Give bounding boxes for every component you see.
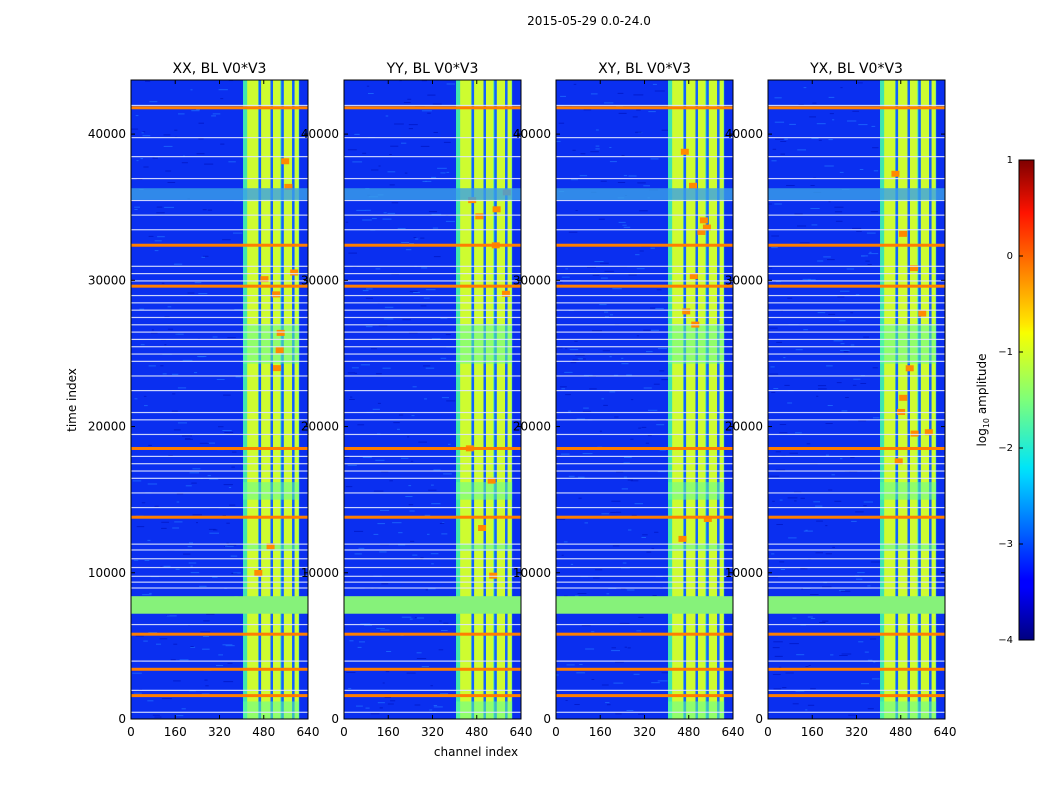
y-tick-label: 40000 (88, 127, 126, 141)
y-tick-label: 10000 (513, 566, 551, 580)
colorbar-label: log10 amplitude (975, 354, 991, 447)
colorbar-tick-label: −4 (998, 635, 1013, 646)
y-tick-label: 0 (331, 712, 339, 726)
y-tick-label: 20000 (513, 420, 551, 434)
y-tick-label: 30000 (301, 273, 339, 287)
y-tick-label: 10000 (88, 566, 126, 580)
heatmap-image (131, 80, 308, 719)
colorbar-tick-label: −3 (998, 539, 1013, 550)
y-tick-label: 0 (543, 712, 551, 726)
x-tick-label: 160 (801, 725, 824, 739)
x-tick-label: 0 (127, 725, 135, 739)
x-tick-label: 160 (377, 725, 400, 739)
colorbar-tick-label: −1 (998, 347, 1013, 358)
y-tick-label: 40000 (725, 127, 763, 141)
heatmap-image (344, 80, 521, 719)
y-tick-label: 30000 (88, 273, 126, 287)
colorbar-tick-label: 0 (1007, 251, 1013, 262)
x-tick-label: 0 (340, 725, 348, 739)
colorbar-gradient (1018, 159, 1035, 641)
x-tick-label: 480 (677, 725, 700, 739)
colorbar: 10−1−2−3−4 log10 amplitude (975, 155, 1035, 646)
y-tick-label: 30000 (725, 273, 763, 287)
panel-title: YX, BL V0*V3 (809, 61, 903, 77)
y-tick-label: 10000 (301, 566, 339, 580)
figure-suptitle: 2015-05-29 0.0-24.0 (527, 14, 651, 28)
colorbar-label-prefix: log (975, 428, 989, 446)
x-tick-label: 0 (764, 725, 772, 739)
colorbar-label-suffix: amplitude (975, 354, 989, 418)
y-tick-label: 40000 (513, 127, 551, 141)
panel-yy: YY, BL V0*V3 0 160 320 480 640 0 10000 20000 3000… (301, 61, 533, 739)
panel-title: XX, BL V0*V3 (173, 61, 267, 77)
x-tick-label: 320 (845, 725, 868, 739)
x-tick-label: 160 (589, 725, 612, 739)
x-tick-label: 480 (889, 725, 912, 739)
x-tick-label: 320 (421, 725, 444, 739)
x-tick-label: 480 (465, 725, 488, 739)
x-tick-label: 320 (208, 725, 231, 739)
panel-yx: YX, BL V0*V3 0 160 320 480 640 0 10000 20000 3000… (725, 61, 957, 739)
x-tick-label: 320 (633, 725, 656, 739)
heatmap-image (556, 80, 733, 719)
y-tick-label: 20000 (725, 420, 763, 434)
y-tick-label: 30000 (513, 273, 551, 287)
y-tick-label: 20000 (301, 420, 339, 434)
colorbar-ticks: 1 0 −1 −2 −3 −4 (998, 155, 1023, 646)
colorbar-tick-label: −2 (998, 443, 1013, 454)
x-tick-label: 640 (934, 725, 957, 739)
heatmap-image (768, 80, 945, 719)
colorbar-label-subscript: 10 (982, 418, 991, 428)
x-tick-label: 640 (510, 725, 533, 739)
x-tick-label: 640 (722, 725, 745, 739)
x-tick-label: 640 (297, 725, 320, 739)
x-tick-label: 160 (164, 725, 187, 739)
x-tick-label: 480 (252, 725, 275, 739)
panel-title: YY, BL V0*V3 (386, 61, 479, 77)
y-tick-label: 0 (755, 712, 763, 726)
y-tick-label: 10000 (725, 566, 763, 580)
x-tick-label: 0 (552, 725, 560, 739)
panel-xy: XY, BL V0*V3 0 160 320 480 640 0 10000 20000 3000… (513, 61, 745, 739)
heatmap-panels: XX, BL V0*V3 0 160 320 480 640 0 10000 20000 3000… (88, 61, 957, 739)
y-tick-label: 40000 (301, 127, 339, 141)
x-axis-label: channel index (434, 745, 518, 759)
y-axis-label: time index (65, 368, 79, 432)
y-tick-label: 0 (118, 712, 126, 726)
y-tick-label: 20000 (88, 420, 126, 434)
panel-xx: XX, BL V0*V3 0 160 320 480 640 0 10000 20000 3000… (88, 61, 320, 739)
panel-title: XY, BL V0*V3 (598, 61, 691, 77)
colorbar-tick-label: 1 (1007, 155, 1013, 166)
